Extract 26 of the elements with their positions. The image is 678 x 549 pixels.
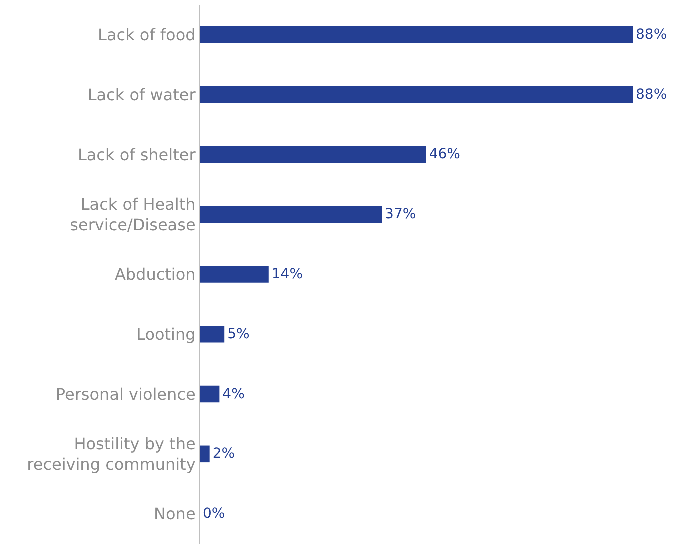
y-tick-label: Hostility by the receiving community [27,434,196,474]
bar [200,146,426,164]
bar [200,266,269,283]
data-label: 2% [212,446,236,462]
data-label: 14% [272,266,304,282]
bar [200,446,210,463]
data-label: 37% [385,206,416,223]
bar [200,206,382,223]
bar [200,26,633,44]
y-tick-label: Abduction [114,265,196,284]
y-tick-label: Lack of water [88,85,196,104]
y-tick-label: Looting [136,324,196,344]
data-label: 4% [222,386,245,402]
data-label: 0% [203,506,226,522]
y-tick-label: Lack of food [98,26,196,45]
y-tick-label: Lack of shelter [78,145,196,164]
bar [200,386,220,403]
bar [200,86,633,104]
y-tick-label: None [154,504,196,524]
data-label: 88% [636,26,668,43]
data-label: 88% [636,86,668,103]
y-tick-label: Lack of Health service/Disease [70,194,196,235]
y-tick-label: Personal violence [56,384,196,404]
data-label: 46% [429,146,460,163]
bar [200,326,225,343]
data-label: 5% [228,326,250,342]
